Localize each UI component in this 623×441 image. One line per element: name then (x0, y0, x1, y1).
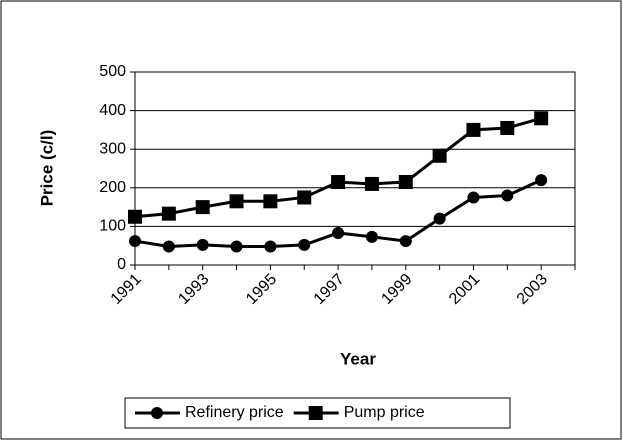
marker (432, 148, 447, 163)
y-tick-label: 0 (117, 256, 126, 273)
y-tick-label: 500 (99, 63, 126, 80)
marker (433, 212, 446, 225)
marker (229, 194, 244, 209)
marker (196, 238, 209, 251)
marker (398, 175, 413, 190)
marker (195, 200, 210, 215)
legend-label: Pump price (344, 404, 425, 421)
marker (128, 209, 142, 224)
marker (399, 235, 412, 248)
marker (535, 174, 548, 187)
legend-label: Refinery price (185, 404, 284, 421)
marker (161, 206, 176, 221)
marker (467, 191, 480, 204)
marker (264, 240, 277, 253)
marker (466, 122, 481, 137)
y-tick-label: 100 (99, 218, 126, 235)
x-axis-title: Year (340, 349, 376, 368)
marker (151, 407, 163, 419)
marker (129, 235, 141, 248)
marker (331, 175, 346, 190)
marker (364, 176, 379, 191)
plot-area (134, 71, 576, 266)
marker (365, 230, 378, 243)
y-axis-title: Price (c/l) (37, 130, 56, 207)
marker (298, 238, 311, 251)
marker (230, 240, 243, 253)
marker (297, 190, 312, 205)
y-tick-label: 400 (99, 102, 126, 119)
y-tick-label: 200 (99, 179, 126, 196)
marker (263, 194, 278, 209)
marker (500, 120, 515, 135)
marker (534, 111, 549, 126)
marker (332, 226, 345, 239)
marker (308, 406, 323, 420)
marker (501, 189, 514, 202)
marker (162, 240, 175, 253)
y-tick-label: 300 (99, 140, 126, 157)
